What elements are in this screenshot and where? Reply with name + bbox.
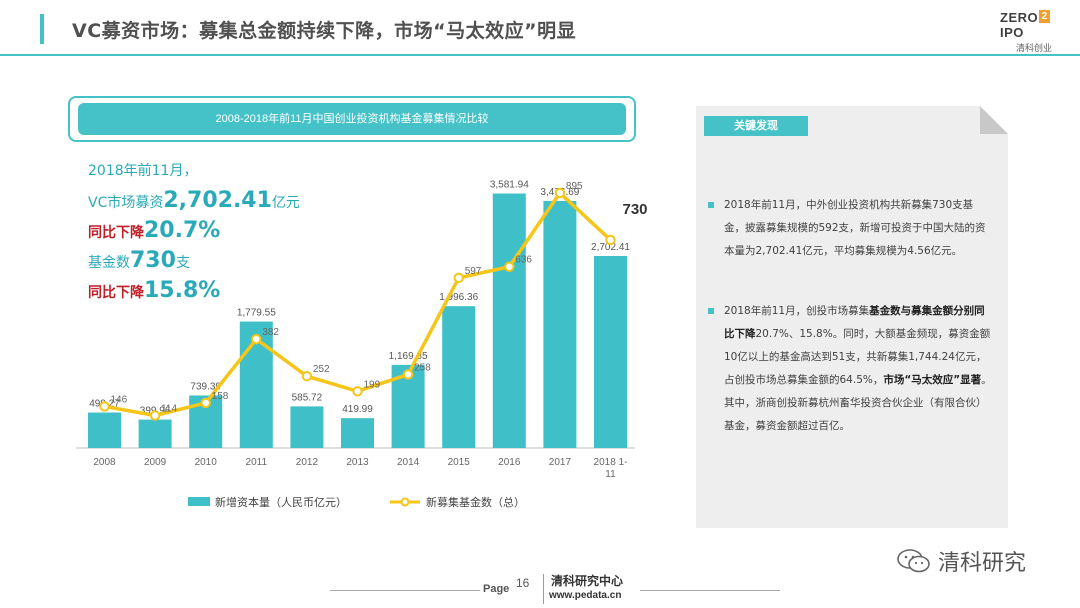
fund-count-label: 252 bbox=[313, 364, 330, 375]
kpi-line-3: 同比下降20.7% bbox=[88, 218, 221, 243]
legend-bar-swatch bbox=[188, 497, 210, 506]
fund-count-point bbox=[605, 234, 616, 246]
fund-count-point bbox=[352, 386, 363, 397]
kpi-line-1: 2018年前11月， bbox=[88, 163, 198, 179]
footer-rule-left bbox=[330, 590, 480, 591]
bar-value-label: 3,581.94 bbox=[490, 179, 529, 190]
x-tick-label: 2015 bbox=[448, 457, 471, 468]
slide-footer: Page 16 清科研究中心 www.pedata.cn bbox=[0, 568, 1080, 608]
page-label: Page bbox=[483, 583, 510, 595]
bar-value-label: 419.99 bbox=[342, 404, 373, 415]
bar-2013 bbox=[341, 418, 374, 448]
fund-count-point bbox=[200, 397, 211, 409]
bar-value-label: 585.72 bbox=[292, 392, 323, 403]
chart-title-frame: 2008-2018年前11月中国创业投资机构基金募集情况比较 bbox=[68, 96, 636, 142]
fund-count-label: 382 bbox=[262, 327, 279, 338]
wechat-icon bbox=[897, 549, 930, 573]
x-tick-label: 2013 bbox=[346, 457, 369, 468]
x-tick-label: 2011 bbox=[246, 457, 268, 468]
fund-count-label: 636 bbox=[515, 255, 532, 266]
kpi-fund-count: 730 bbox=[130, 248, 176, 273]
page-number: 16 bbox=[516, 576, 530, 590]
bar-value-label: 1,996.36 bbox=[439, 292, 478, 303]
slide-title: VC募资市场：募集总金额持续下降，市场“马太效应”明显 bbox=[72, 20, 577, 42]
x-tick-label-cont: 11 bbox=[605, 469, 616, 480]
kpi-amount-change: 20.7% bbox=[144, 218, 221, 243]
page-fold-corner bbox=[980, 106, 1008, 134]
slide-header: VC募资市场：募集总金额持续下降，市场“马太效应”明显 bbox=[0, 0, 1080, 58]
x-tick-label: 2017 bbox=[549, 457, 572, 468]
bullet-square-icon bbox=[708, 308, 714, 314]
zero2ipo-logo: ZERO 2IPO 清科创业 bbox=[1000, 10, 1053, 53]
legend-line-marker bbox=[400, 497, 410, 507]
fund-count-label: 114 bbox=[161, 404, 177, 415]
fund-count-label: 597 bbox=[465, 266, 482, 277]
fund-count-point bbox=[301, 370, 313, 382]
fund-count-label: 730 bbox=[623, 201, 648, 218]
legend-bar-label: 新增资本量（人民币亿元） bbox=[215, 495, 347, 509]
fund-count-point bbox=[99, 401, 110, 412]
kpi-line-2: VC市场募资2,702.41亿元 bbox=[88, 188, 300, 213]
fundraising-chart: 499.272008399.962009739.3920101,779.5520… bbox=[76, 179, 648, 509]
x-tick-label: 2012 bbox=[296, 457, 319, 468]
header-rule bbox=[0, 54, 1080, 56]
kpi-line-5: 同比下降15.8% bbox=[88, 278, 221, 303]
x-tick-label: 2009 bbox=[144, 457, 167, 468]
footer-rule-right bbox=[640, 590, 780, 591]
fund-count-point bbox=[554, 187, 566, 199]
kpi-amount: 2,702.41 bbox=[163, 188, 272, 213]
bar-2008 bbox=[88, 412, 121, 448]
kpi-count-change: 15.8% bbox=[144, 278, 221, 303]
key-findings-tag: 关键发现 bbox=[704, 116, 808, 136]
fund-count-label: 146 bbox=[111, 394, 128, 405]
fund-count-line bbox=[104, 191, 612, 418]
legend-line-label: 新募集基金数（总） bbox=[426, 495, 525, 509]
finding-bullet-1: 2018年前11月，中外创业投资机构共新募集730支基金，披露募集规模的592支… bbox=[708, 194, 992, 263]
x-tick-label: 2016 bbox=[498, 457, 521, 468]
kpi-line-4: 基金数730支 bbox=[88, 248, 190, 273]
bar-2012 bbox=[290, 406, 324, 448]
fund-count-label: 199 bbox=[364, 379, 381, 390]
x-tick-label: 2018 1- bbox=[594, 457, 628, 468]
fund-count-label: 158 bbox=[212, 391, 229, 402]
kpi-block: 2018年前11月， VC市场募资2,702.41亿元 同比下降20.7% 基金… bbox=[88, 156, 328, 306]
bar-2009 bbox=[138, 419, 172, 448]
x-tick-label: 2014 bbox=[397, 457, 420, 468]
research-center-name: 清科研究中心 bbox=[551, 574, 624, 588]
bar-2015 bbox=[442, 306, 476, 448]
fund-count-point bbox=[504, 261, 515, 272]
watermark-text: 清科研究 bbox=[938, 551, 1027, 576]
bar-20181-11 bbox=[594, 255, 627, 448]
bar-value-label: 739.39 bbox=[190, 381, 221, 392]
fund-count-point bbox=[251, 333, 262, 345]
bar-value-label: 1,779.55 bbox=[237, 308, 276, 319]
x-tick-label: 2008 bbox=[93, 457, 116, 468]
bar-value-label: 2,702.41 bbox=[591, 242, 630, 253]
fund-count-point bbox=[402, 369, 414, 380]
fund-count-label: 258 bbox=[414, 362, 431, 373]
header-accent-bar bbox=[40, 14, 44, 44]
bullet-square-icon bbox=[708, 202, 714, 208]
fund-count-point bbox=[149, 410, 161, 421]
footer-divider bbox=[543, 574, 544, 604]
fund-count-point bbox=[453, 272, 464, 284]
key-findings-panel: 关键发现 2018年前11月，中外创业投资机构共新募集730支基金，披露募集规模… bbox=[696, 106, 1008, 528]
x-tick-label: 2010 bbox=[195, 457, 218, 468]
bar-2016 bbox=[492, 193, 526, 448]
bar-value-label: 1,169.85 bbox=[389, 351, 428, 362]
website-link[interactable]: www.pedata.cn bbox=[549, 590, 622, 601]
bar-2017 bbox=[543, 200, 577, 448]
fund-count-label: 895 bbox=[566, 181, 583, 192]
finding-bullet-2: 2018年前11月，创投市场募集基金数与募集金额分别同比下降20.7%、15.8… bbox=[708, 300, 992, 438]
chart-title: 2008-2018年前11月中国创业投资机构基金募集情况比较 bbox=[78, 103, 626, 135]
